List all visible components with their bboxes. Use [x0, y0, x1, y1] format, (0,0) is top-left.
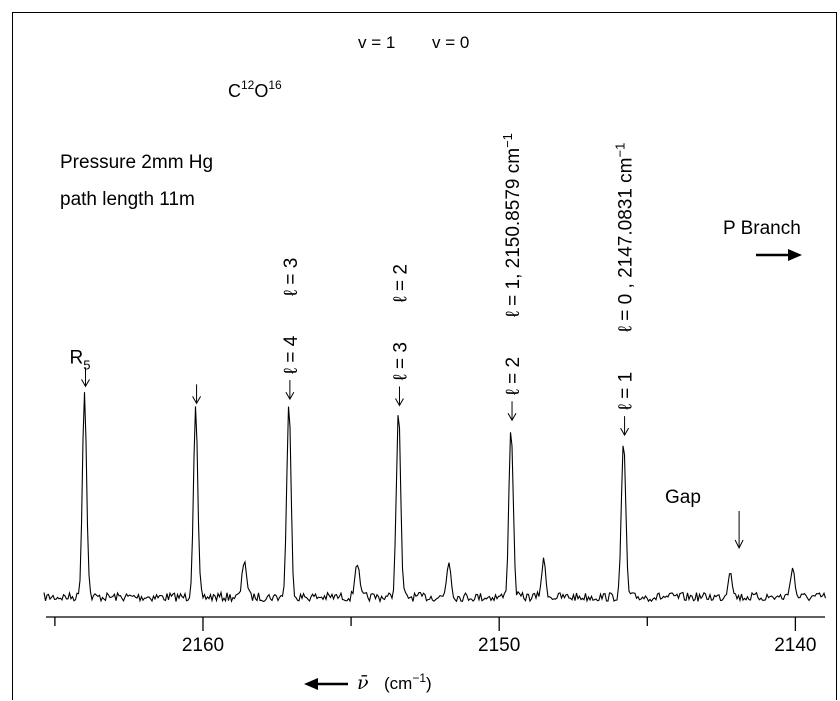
gap-arrow	[734, 511, 744, 550]
branch-arrow	[756, 249, 802, 261]
svg-text:ν̄: ν̄	[357, 672, 369, 694]
peak-arrow	[507, 401, 517, 422]
rotation-quantum-label: ℓ = 3	[281, 258, 302, 296]
x-tick-label: 2140	[774, 635, 816, 656]
svg-text:(cm−1): (cm−1)	[384, 671, 432, 693]
x-axis-label: ν̄ (cm−1)	[304, 671, 432, 694]
x-tick-label: 2150	[478, 635, 520, 656]
spectrum-trace	[43, 392, 827, 604]
gap-label: Gap	[665, 487, 701, 508]
peak-arrow	[620, 416, 630, 437]
state-lower: v = 0	[432, 33, 469, 52]
peak-arrow	[81, 367, 90, 388]
x-tick-label: 2160	[182, 635, 224, 656]
peak-label: R5	[70, 347, 91, 372]
figure-frame	[12, 12, 837, 700]
rotation-quantum-label: ℓ = 1	[616, 372, 637, 410]
rotation-quantum-label: ℓ = 2	[503, 357, 524, 395]
condition-path-length: path length 11m	[60, 189, 195, 210]
state-upper: v = 1	[358, 33, 395, 52]
rotation-quantum-label: ℓ = 1, 2150.8579 cm−1	[500, 133, 524, 317]
rotation-quantum-label: ℓ = 0 , 2147.0831 cm−1	[613, 143, 637, 332]
rotation-quantum-label: ℓ = 3	[390, 342, 411, 380]
peak-arrow	[395, 386, 404, 407]
rotation-quantum-label: ℓ = 2	[390, 264, 411, 302]
rotation-quantum-label: ℓ = 4	[281, 335, 302, 374]
peak-arrow	[192, 384, 202, 405]
peak-arrow	[285, 380, 295, 401]
branch-label: P Branch	[723, 218, 801, 239]
condition-pressure: Pressure 2mm Hg	[60, 152, 213, 173]
molecule-label: C12O16	[228, 78, 282, 101]
